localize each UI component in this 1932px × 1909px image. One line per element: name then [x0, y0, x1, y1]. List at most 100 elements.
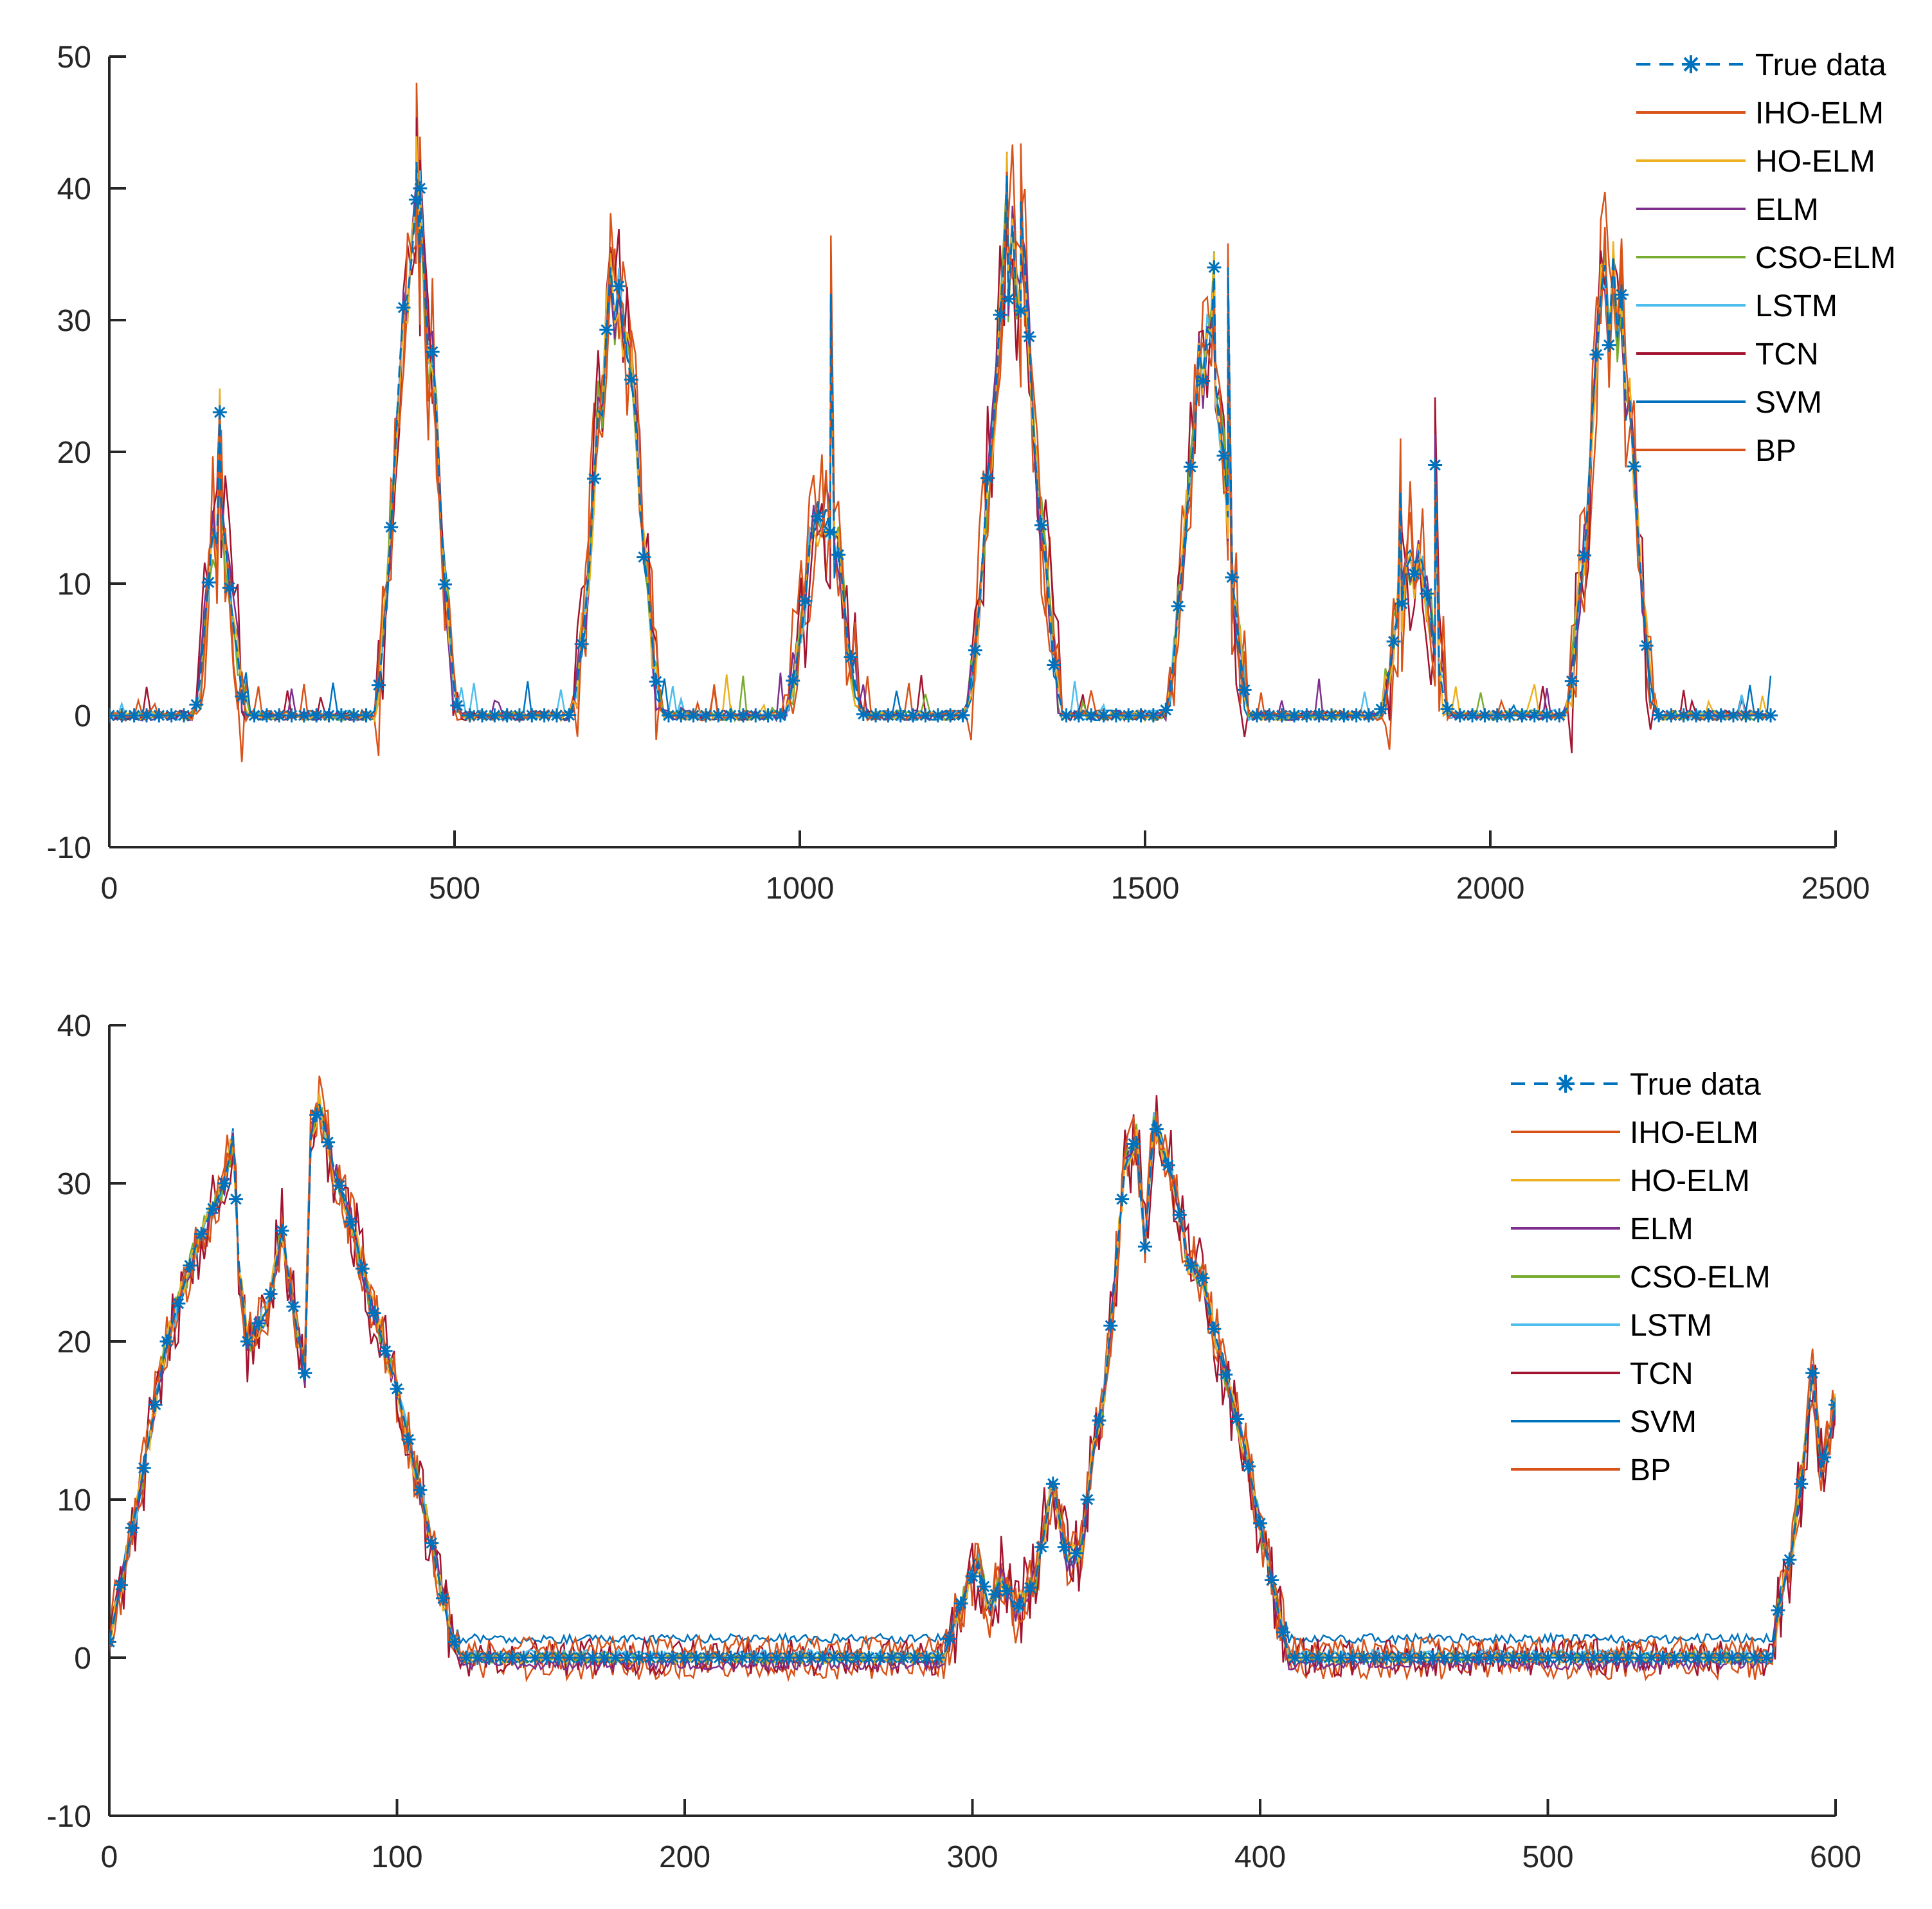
true-data-marker: [1794, 1476, 1809, 1491]
true-data-marker: [908, 1651, 922, 1665]
legend-item: True data: [1636, 48, 1886, 82]
x-tick-label: 600: [1810, 1840, 1861, 1874]
true-data-marker: [674, 708, 689, 722]
true-data-marker: [1724, 1651, 1739, 1665]
legend-label: TCN: [1755, 337, 1819, 372]
legend-label: CSO-ELM: [1630, 1260, 1771, 1295]
y-tick-label: 20: [57, 1325, 91, 1359]
true-data-marker: [359, 708, 374, 722]
legend-label: BP: [1630, 1453, 1671, 1487]
true-data-marker: [1713, 1651, 1728, 1665]
series-group: [109, 82, 1778, 762]
true-data-marker: [1679, 1651, 1693, 1665]
true-data-marker: [1023, 1581, 1037, 1595]
true-data-marker: [113, 1577, 128, 1592]
true-data-marker: [474, 708, 489, 722]
y-tick-label: 30: [57, 304, 91, 338]
legend-item: TCN: [1511, 1357, 1693, 1391]
true-data-marker: [1782, 1552, 1797, 1567]
true-data-marker: [114, 708, 129, 722]
true-data-marker: [1440, 702, 1455, 717]
true-data-marker: [1552, 708, 1567, 722]
true-data-marker: [1299, 708, 1314, 722]
true-data-marker: [873, 1651, 888, 1665]
x-tick-label: 200: [659, 1840, 710, 1874]
true-data-marker: [1249, 708, 1264, 722]
true-data-marker: [1216, 448, 1231, 463]
true-data-marker: [1084, 708, 1099, 722]
y-tick-label: 30: [57, 1167, 91, 1201]
x-tick-label: 500: [1522, 1840, 1573, 1874]
true-data-marker: [758, 1651, 773, 1665]
legend-item: CSO-ELM: [1511, 1260, 1771, 1295]
true-data-marker: [793, 1651, 807, 1665]
true-data-marker: [748, 708, 763, 722]
y-tick-label: 0: [74, 699, 91, 733]
x-tick-label: 500: [429, 872, 480, 906]
true-data-marker: [968, 643, 982, 658]
true-data-marker: [988, 1587, 1003, 1602]
legend-label: LSTM: [1755, 289, 1837, 323]
true-data-marker: [371, 677, 386, 692]
true-data-marker: [1639, 638, 1654, 653]
true-data-marker: [1045, 1476, 1060, 1491]
x-tick-label: 0: [101, 1840, 118, 1874]
legend-label: IHO-ELM: [1755, 96, 1884, 130]
y-tick-label: 10: [57, 1483, 91, 1518]
true-data-marker: [1503, 708, 1517, 722]
true-data-marker: [735, 1651, 750, 1665]
true-data-marker: [1449, 1651, 1463, 1665]
legend-item: LSTM: [1636, 289, 1837, 323]
true-data-marker: [1149, 1122, 1164, 1136]
legend-label: CSO-ELM: [1755, 241, 1896, 275]
true-data-marker: [1589, 347, 1604, 362]
legend: True data IHO-ELM HO-ELM ELM CSO-ELM LSTM TCN S…: [1636, 48, 1896, 468]
x-tick-label: 400: [1234, 1840, 1286, 1874]
true-data-marker: [930, 708, 945, 722]
true-data-marker: [1529, 1651, 1544, 1665]
true-data-marker: [918, 708, 933, 722]
true-data-marker: [148, 1397, 163, 1412]
series-line-bp: [109, 1075, 1836, 1683]
true-data-marker: [355, 1261, 370, 1276]
true-data-marker: [1386, 634, 1401, 649]
legend-label: True data: [1630, 1068, 1761, 1102]
true-data-marker: [309, 708, 324, 722]
true-data-marker: [711, 708, 726, 722]
true-data-marker: [1736, 1651, 1751, 1665]
true-data-marker: [943, 708, 958, 722]
legend-label: LSTM: [1630, 1309, 1712, 1343]
true-data-marker: [1614, 287, 1629, 302]
true-data-marker: [810, 509, 825, 524]
legend-label: IHO-ELM: [1630, 1116, 1758, 1150]
true-data-marker: [551, 1651, 566, 1665]
true-data-marker: [450, 698, 465, 713]
true-data-marker: [1602, 337, 1616, 352]
true-data-marker: [1701, 708, 1716, 722]
legend-marker: [1682, 55, 1700, 73]
y-tick-label: -10: [47, 1800, 91, 1834]
true-data-marker: [1598, 1651, 1612, 1665]
true-data-marker: [1420, 586, 1434, 601]
true-data-marker: [1690, 1651, 1705, 1665]
legend-item: IHO-ELM: [1511, 1116, 1758, 1150]
true-data-marker: [321, 1135, 336, 1150]
true-data-marker: [212, 405, 227, 420]
true-data-marker: [425, 345, 440, 359]
true-data-marker: [1644, 1651, 1659, 1665]
true-data-marker: [458, 1651, 473, 1665]
true-data-marker: [700, 1651, 715, 1665]
true-data-marker: [1425, 1651, 1440, 1665]
legend-label: ELM: [1630, 1212, 1693, 1246]
legend-item: TCN: [1636, 337, 1819, 372]
true-data-marker: [862, 1651, 876, 1665]
x-tick-label: 1500: [1111, 872, 1180, 906]
true-data-marker: [384, 520, 399, 535]
true-data-marker: [631, 1651, 646, 1665]
true-data-marker: [171, 1296, 186, 1311]
y-tick-label: 10: [57, 568, 91, 602]
y-tick-label: -10: [47, 831, 91, 865]
true-data-marker: [1540, 1651, 1555, 1665]
true-data-marker: [649, 674, 664, 689]
